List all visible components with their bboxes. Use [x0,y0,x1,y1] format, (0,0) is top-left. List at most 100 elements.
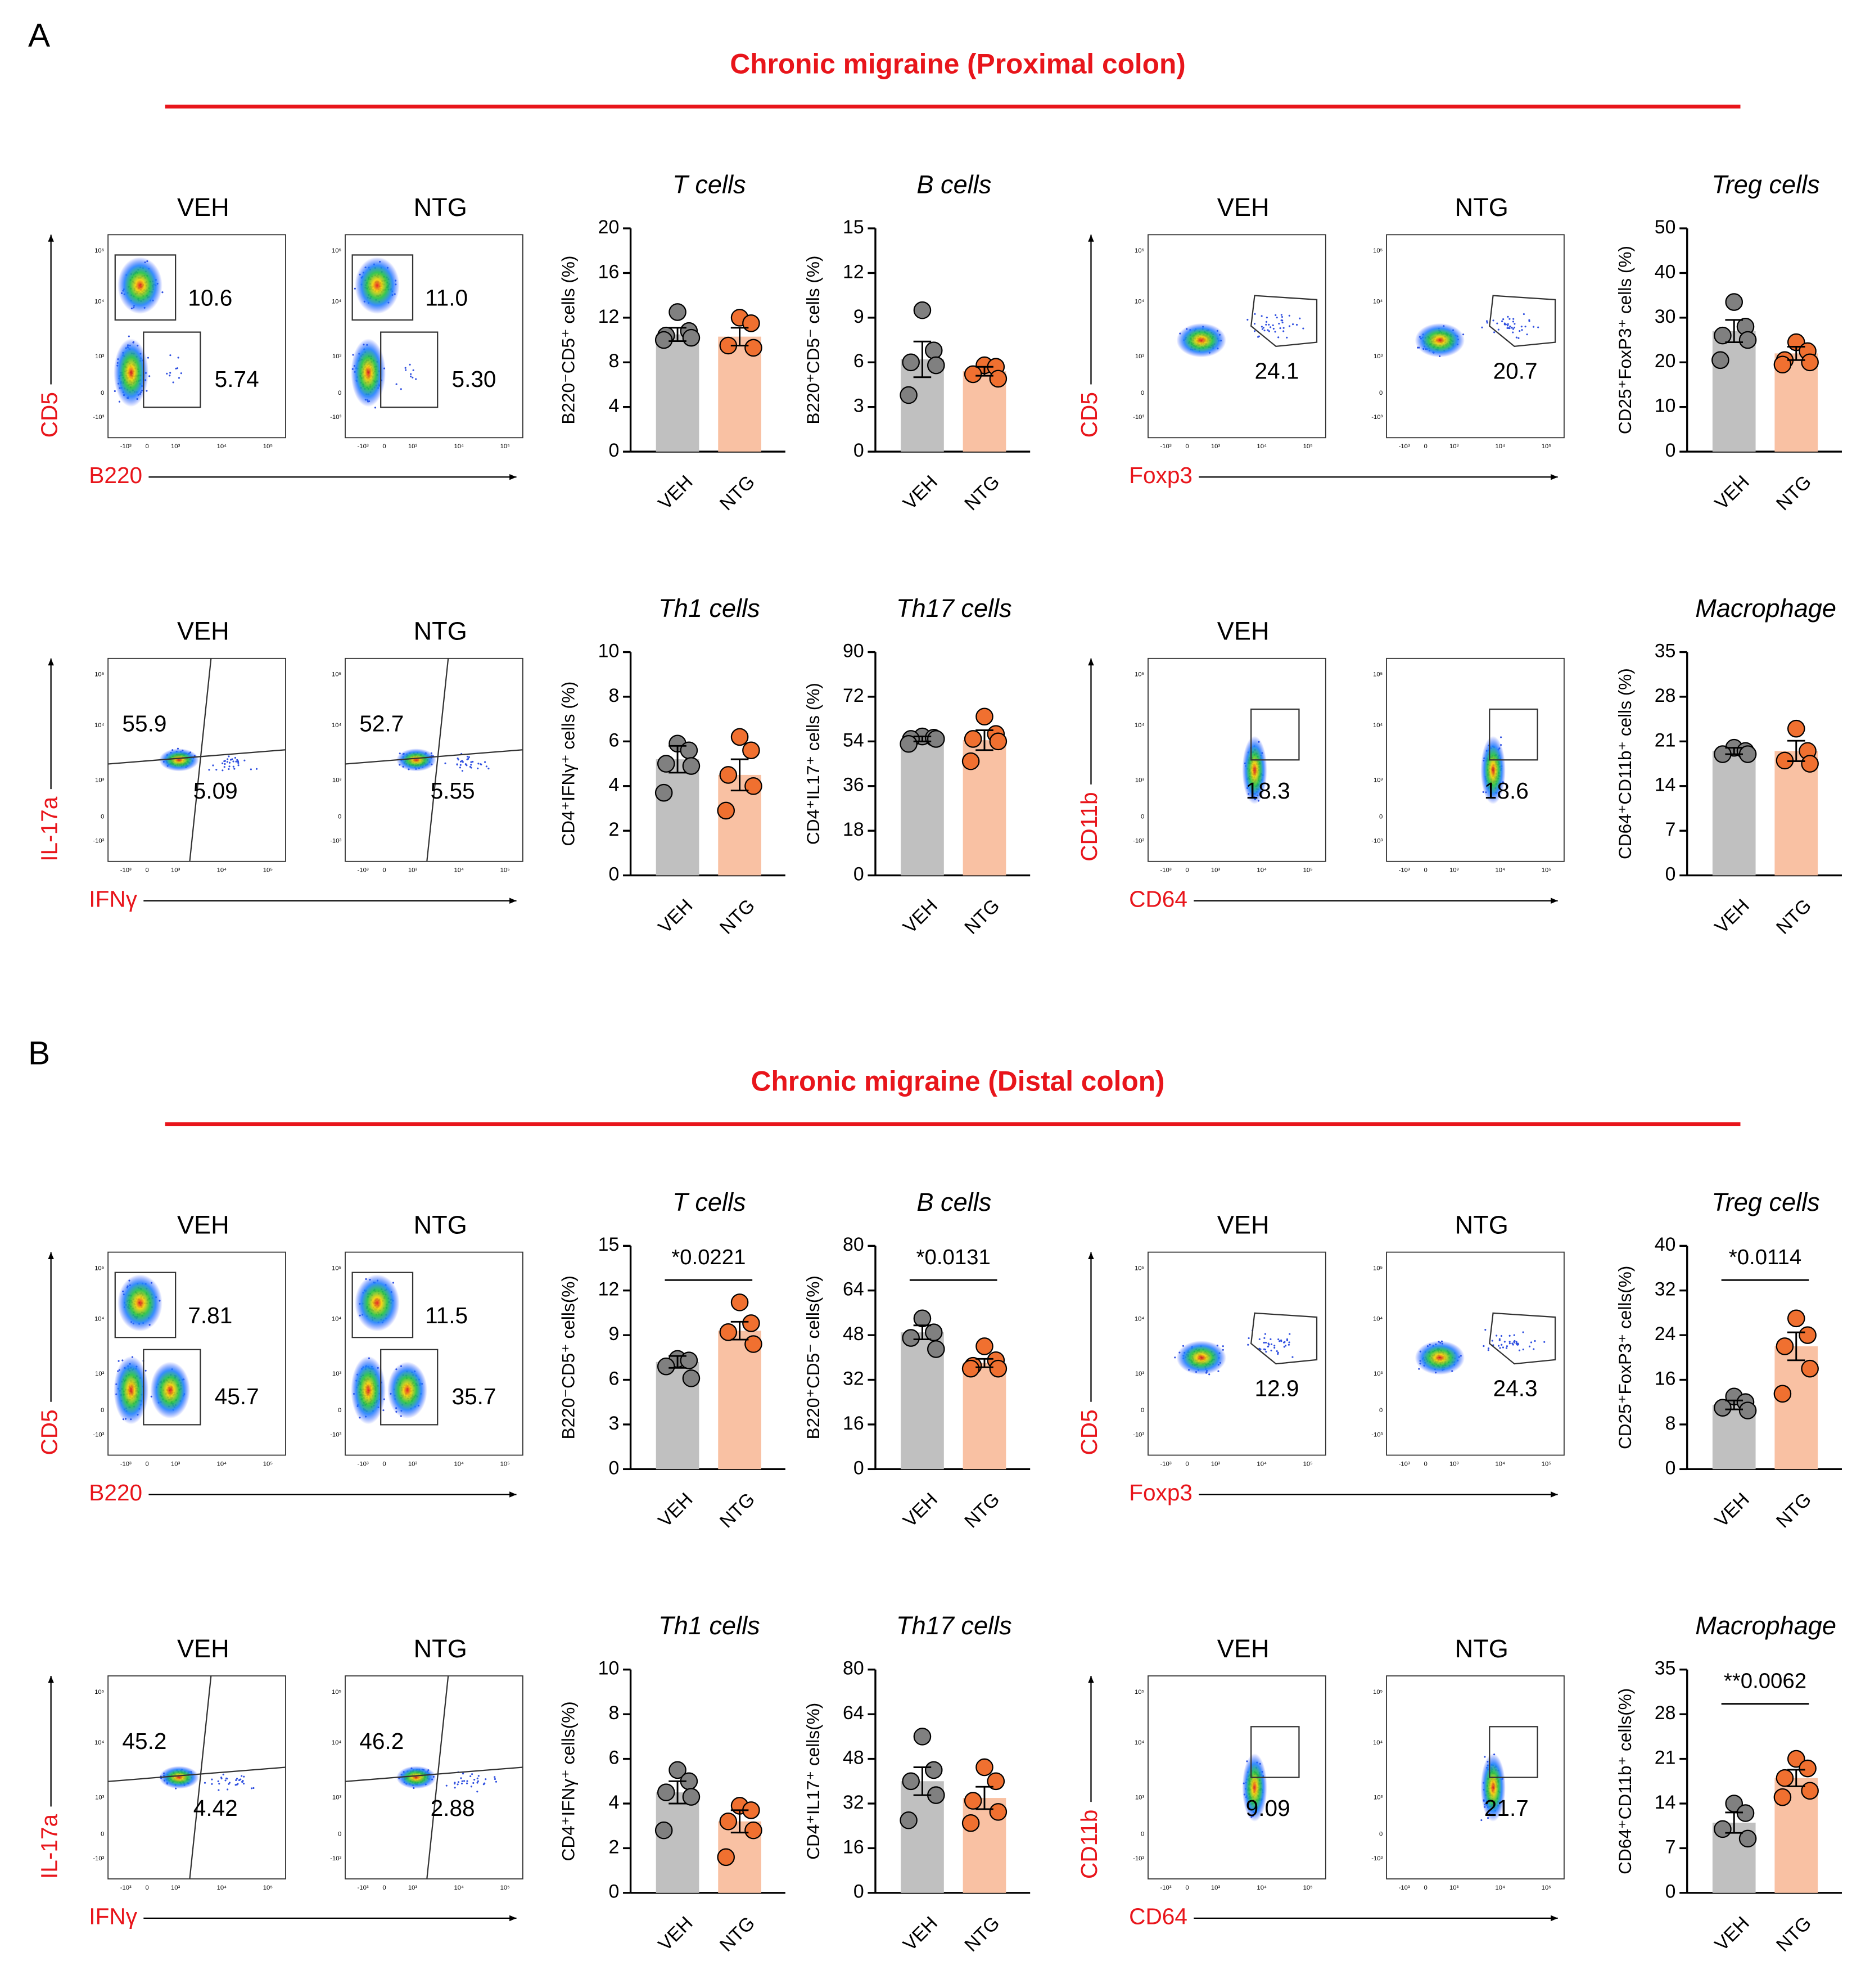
flow-event [382,1409,385,1412]
flow-x-tick: -10³ [1399,1885,1410,1891]
x-tick-label: VEH [1711,1489,1754,1531]
y-axis-label: CD4⁺IL17⁺ cells (%) [803,683,823,845]
data-point [1787,1309,1805,1328]
x-tick-label: VEH [1711,471,1754,514]
x-tick-label: NTG [716,1913,759,1956]
flow-event [1534,1340,1536,1342]
flow-event [482,1783,485,1786]
gate-percent: 45.2 [122,1728,166,1754]
flow-x-tick: 10⁴ [1257,1885,1267,1891]
flow-event [1484,1756,1486,1758]
flow-x-tick: 0 [1185,443,1189,450]
data-point [975,1337,993,1355]
y-tick-label: 0 [853,864,864,885]
gate-percent: 45.7 [215,1383,259,1409]
flow-event [177,357,179,359]
flow-event [1279,1340,1281,1342]
flow-event [180,372,182,375]
flow-event [473,1779,476,1781]
arrow-head [1551,1491,1558,1498]
data-point [964,1792,982,1810]
flow-frame [345,1675,523,1879]
data-point [924,1323,943,1341]
flow-event [415,378,417,380]
flow-event [470,761,472,763]
flow-plot-header: NTG [414,617,467,646]
flow-event [1261,326,1263,328]
data-point [1738,331,1757,349]
data-point [924,1761,943,1779]
flow-event [204,1782,206,1784]
flow-x-tick: 10⁵ [263,1885,273,1891]
flow-y-tick: -10³ [93,838,104,845]
flow-plot-header: VEH [1217,1210,1270,1239]
gate [1489,295,1556,348]
flow-y-tick: 10⁵ [94,247,104,254]
flow-event [250,768,252,770]
flow-event [1270,326,1272,328]
gate [380,1349,439,1426]
data-point [961,1359,980,1378]
gate [380,331,439,408]
data-point [964,730,982,748]
flow-y-tick: 0 [1141,813,1144,820]
data-point [1738,1401,1757,1419]
flow-event [215,769,218,771]
flow-event [227,1788,229,1791]
flow-y-tick: 10⁴ [1373,298,1383,305]
flow-x-tick: 0 [146,443,149,450]
flow-y-tick: -10³ [1133,1855,1144,1862]
y-tick-label: 32 [843,1792,864,1813]
data-point [989,1803,1008,1821]
flow-x-label: B220 [89,462,142,488]
data-point [1787,719,1805,738]
y-tick-label: 20 [1655,350,1676,372]
y-tick-label: 10 [598,640,620,661]
flow-event [459,764,462,766]
density-core [351,1356,386,1424]
flow-event [255,768,258,770]
flow-event [410,373,412,375]
flow-event [1521,329,1523,331]
flow-frame [1386,234,1565,439]
flow-event [1513,326,1516,329]
y-axis-label: B220⁻CD5⁺ cells(%) [558,1275,579,1439]
data-point [744,1335,762,1353]
flow-frame [345,1251,523,1456]
flow-y-tick: 10⁵ [94,1689,104,1696]
flow-y-tick: -10³ [1371,1431,1383,1438]
flow-event [1515,336,1517,339]
error-bar [668,1780,686,1805]
data-point [719,1812,738,1831]
data-point [902,1329,920,1347]
flow-event [218,1789,220,1791]
x-tick-label: NTG [716,895,759,938]
flow-event [212,764,214,767]
bar [901,738,944,876]
flow-event [148,375,151,377]
flow-y-tick: -10³ [1371,838,1383,845]
y-axis-label: CD4⁺IFNγ⁺ cells(%) [558,1701,579,1861]
flow-x-tick: -10³ [120,867,132,874]
flow-x-tick: 10³ [171,867,180,874]
data-point [717,1848,735,1867]
flow-event [1289,1333,1291,1335]
flow-event [472,760,474,763]
flow-event [466,1780,468,1782]
flow-y-tick: 10⁴ [94,1316,105,1323]
flow-event [1506,324,1509,327]
flow-event [1283,1346,1285,1348]
flow-event [1292,323,1294,326]
flow-event [1512,328,1515,330]
chart-title: Th1 cells [658,594,760,623]
data-point [744,1821,762,1840]
density-core [1176,1340,1226,1375]
flow-y-tick: -10³ [330,1855,341,1862]
flow-event [1263,1341,1265,1344]
flow-event [234,756,236,759]
flow-x-tick: -10³ [1399,1460,1410,1467]
gate [143,1349,201,1426]
flow-event [1261,315,1263,317]
density-core [396,749,436,772]
gate-percent: 5.09 [193,778,238,804]
